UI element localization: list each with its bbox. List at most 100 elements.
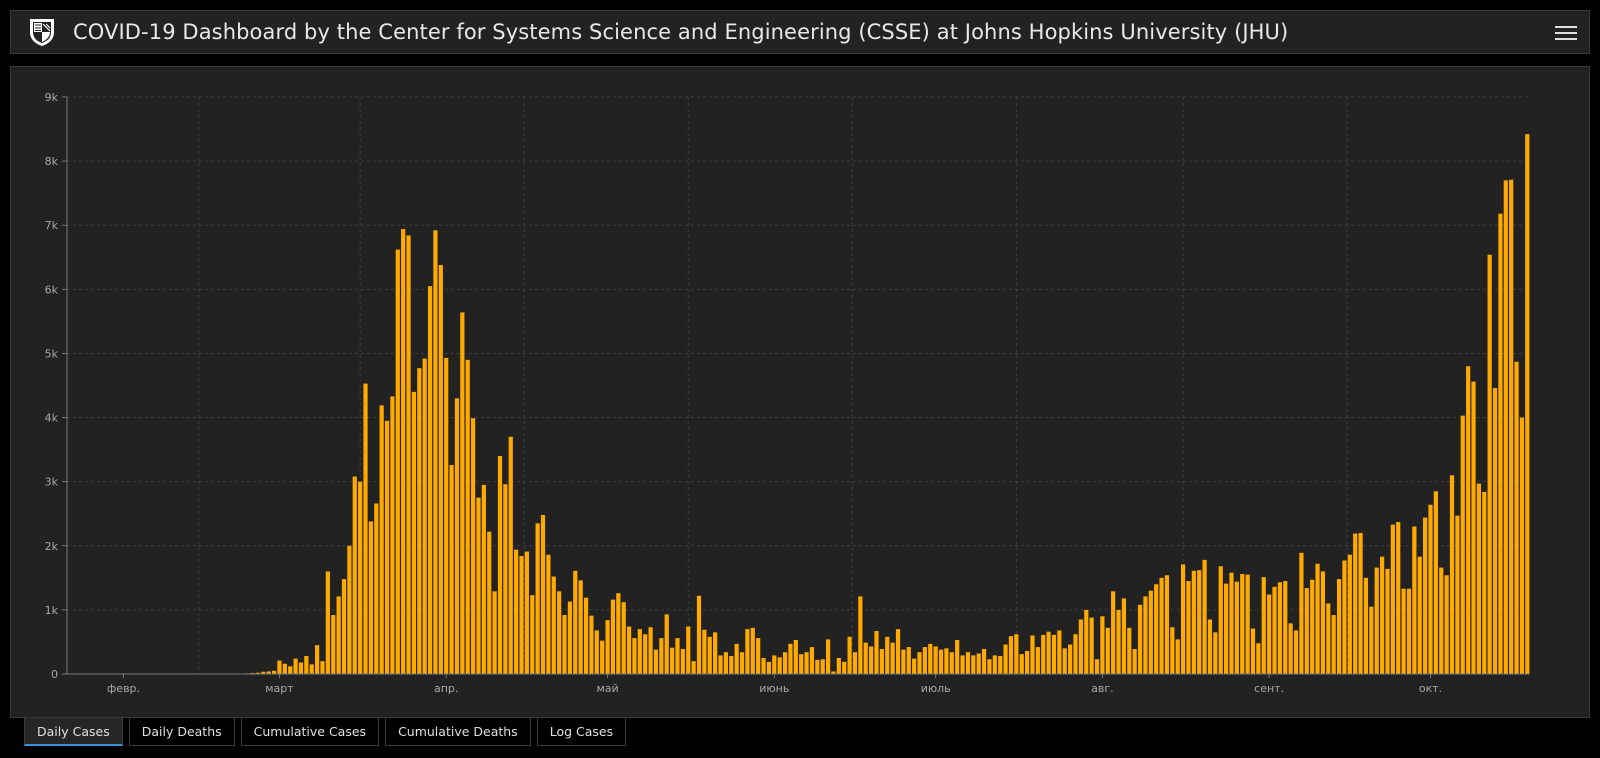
daily-cases-bar[interactable] — [1137, 604, 1143, 674]
daily-cases-bar[interactable] — [557, 591, 562, 674]
daily-cases-bar[interactable] — [530, 595, 535, 674]
daily-cases-bar[interactable] — [1143, 596, 1148, 674]
daily-cases-bar[interactable] — [1003, 644, 1008, 674]
daily-cases-bar[interactable] — [895, 629, 901, 674]
daily-cases-bar[interactable] — [938, 649, 944, 674]
daily-cases-bar[interactable] — [890, 642, 895, 674]
daily-cases-bar[interactable] — [648, 627, 653, 674]
daily-cases-bar[interactable] — [772, 655, 777, 674]
daily-cases-bar[interactable] — [653, 649, 659, 674]
daily-cases-bar[interactable] — [546, 554, 551, 674]
daily-cases-bar[interactable] — [309, 664, 314, 674]
daily-cases-bar[interactable] — [282, 663, 287, 674]
daily-cases-bar[interactable] — [594, 630, 599, 674]
daily-cases-bar[interactable] — [1466, 366, 1471, 674]
daily-cases-bar[interactable] — [363, 383, 368, 674]
daily-cases-bar[interactable] — [777, 657, 782, 674]
daily-cases-bar[interactable] — [1051, 634, 1057, 674]
daily-cases-bar[interactable] — [1514, 361, 1519, 674]
daily-cases-bar[interactable] — [691, 661, 696, 674]
daily-cases-bar[interactable] — [331, 615, 336, 674]
daily-cases-bar[interactable] — [610, 599, 616, 674]
daily-cases-bar[interactable] — [1439, 567, 1444, 674]
daily-cases-bar[interactable] — [1498, 213, 1503, 674]
daily-cases-bar[interactable] — [1159, 577, 1164, 674]
daily-cases-bar[interactable] — [686, 626, 691, 674]
daily-cases-bar[interactable] — [917, 652, 922, 674]
daily-cases-bar[interactable] — [874, 631, 879, 674]
daily-cases-bar[interactable] — [987, 659, 992, 674]
daily-cases-bar[interactable] — [271, 670, 277, 674]
daily-cases-bar[interactable] — [573, 570, 578, 674]
daily-cases-bar[interactable] — [1267, 594, 1272, 675]
daily-cases-bar[interactable] — [600, 640, 605, 674]
daily-cases-bar[interactable] — [809, 647, 815, 674]
daily-cases-bar[interactable] — [524, 551, 529, 674]
daily-cases-bar[interactable] — [664, 614, 669, 674]
daily-cases-bar[interactable] — [1164, 575, 1170, 674]
tab-daily-cases[interactable]: Daily Cases — [24, 718, 123, 746]
daily-cases-bar[interactable] — [1229, 572, 1234, 674]
daily-cases-bar[interactable] — [336, 596, 341, 674]
daily-cases-bar[interactable] — [928, 643, 933, 674]
daily-cases-bar[interactable] — [1272, 586, 1277, 674]
daily-cases-bar[interactable] — [1482, 491, 1487, 674]
daily-cases-bar[interactable] — [858, 596, 863, 674]
daily-cases-bar[interactable] — [815, 659, 820, 674]
daily-cases-bar[interactable] — [465, 359, 470, 674]
daily-cases-bar[interactable] — [1132, 649, 1137, 674]
daily-cases-bar[interactable] — [879, 649, 884, 674]
daily-cases-bar[interactable] — [304, 656, 309, 674]
daily-cases-bar[interactable] — [1299, 552, 1304, 674]
daily-cases-bar[interactable] — [583, 597, 589, 674]
daily-cases-bar[interactable] — [1218, 566, 1223, 674]
daily-cases-bar[interactable] — [1041, 634, 1046, 674]
daily-cases-bar[interactable] — [1455, 515, 1460, 674]
daily-cases-bar[interactable] — [1094, 659, 1100, 674]
daily-cases-bar[interactable] — [901, 649, 906, 674]
daily-cases-bar[interactable] — [1433, 491, 1438, 674]
daily-cases-bar[interactable] — [277, 660, 282, 674]
hamburger-menu-icon[interactable] — [1555, 22, 1577, 42]
daily-cases-bar[interactable] — [626, 626, 632, 674]
daily-cases-bar[interactable] — [1428, 504, 1433, 674]
daily-cases-bar[interactable] — [788, 643, 793, 674]
daily-cases-bar[interactable] — [374, 503, 379, 674]
daily-cases-bar[interactable] — [1369, 606, 1374, 674]
daily-cases-bar[interactable] — [578, 580, 583, 674]
daily-cases-bar[interactable] — [659, 638, 664, 674]
daily-cases-bar[interactable] — [713, 632, 718, 674]
daily-cases-bar[interactable] — [519, 556, 524, 674]
daily-cases-bar[interactable] — [1315, 563, 1320, 674]
daily-cases-bar[interactable] — [734, 643, 739, 674]
daily-cases-bar[interactable] — [1197, 570, 1202, 674]
daily-cases-bar[interactable] — [960, 655, 965, 674]
daily-cases-bar[interactable] — [508, 436, 513, 674]
daily-cases-bar[interactable] — [718, 655, 723, 674]
daily-cases-bar[interactable] — [1084, 609, 1089, 674]
daily-cases-bar[interactable] — [885, 636, 890, 674]
daily-cases-bar[interactable] — [417, 368, 422, 674]
daily-cases-bar[interactable] — [395, 249, 400, 674]
daily-cases-bar[interactable] — [1175, 639, 1180, 674]
daily-cases-bar[interactable] — [433, 230, 438, 674]
daily-cases-bar[interactable] — [1030, 635, 1035, 674]
daily-cases-bar[interactable] — [401, 229, 406, 674]
daily-cases-bar[interactable] — [621, 602, 626, 674]
daily-cases-bar[interactable] — [745, 629, 750, 674]
daily-cases-bar[interactable] — [1423, 517, 1428, 674]
daily-cases-bar[interactable] — [384, 420, 390, 674]
daily-cases-bar[interactable] — [944, 648, 949, 674]
daily-cases-bar[interactable] — [782, 652, 788, 674]
daily-cases-bar[interactable] — [1277, 582, 1282, 674]
daily-cases-bar[interactable] — [637, 629, 642, 674]
daily-cases-bar[interactable] — [842, 661, 847, 674]
daily-cases-bar[interactable] — [460, 312, 465, 674]
daily-cases-bar[interactable] — [1105, 627, 1110, 674]
daily-cases-bar[interactable] — [616, 593, 621, 674]
daily-cases-bar[interactable] — [863, 642, 868, 674]
daily-cases-bar[interactable] — [804, 652, 809, 674]
daily-cases-bar[interactable] — [696, 595, 702, 674]
daily-cases-bar[interactable] — [1008, 636, 1014, 674]
daily-cases-bar[interactable] — [368, 521, 373, 674]
